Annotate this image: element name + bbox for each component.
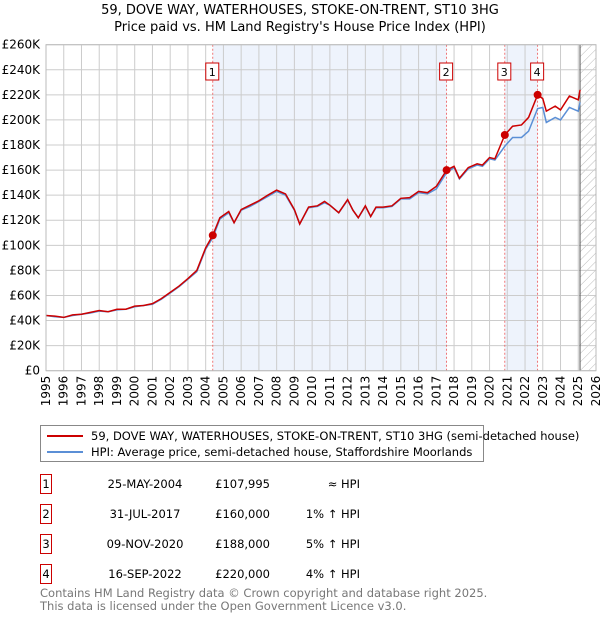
x-tick-label: 2026 xyxy=(589,376,600,407)
x-tick-label: 2007 xyxy=(252,376,266,407)
legend-label: 59, DOVE WAY, WATERHOUSES, STOKE-ON-TREN… xyxy=(91,429,580,443)
x-tick-label: 2012 xyxy=(341,376,355,407)
transaction-date: 25-MAY-2004 xyxy=(107,477,183,491)
transaction-hpi-relation: 5% ↑ HPI xyxy=(305,537,360,551)
x-tick-label: 2002 xyxy=(163,376,177,407)
sale-label-box xyxy=(205,62,220,81)
x-tick-label: 2008 xyxy=(270,376,284,407)
x-tick-label: 2021 xyxy=(500,376,514,407)
x-tick-label: 2010 xyxy=(305,376,319,407)
x-tick-label: 2009 xyxy=(287,376,301,407)
x-tick-label: 2006 xyxy=(234,376,248,407)
transaction-number: 4 xyxy=(40,564,52,584)
y-tick-label: £100K xyxy=(2,238,42,252)
x-tick-label: 2022 xyxy=(518,376,532,407)
x-tick-label: 1998 xyxy=(92,376,106,407)
series-line-property xyxy=(45,89,581,319)
sale-point xyxy=(533,90,542,99)
y-tick-label: £140K xyxy=(2,188,42,202)
x-tick-label: 2015 xyxy=(394,376,408,407)
y-tick-label: £160K xyxy=(2,163,42,177)
transaction-price: £220,000 xyxy=(215,567,270,581)
y-tick-label: £80K xyxy=(9,263,41,277)
y-tick-label: £40K xyxy=(9,314,41,328)
x-tick-label: 2023 xyxy=(536,376,550,407)
legend-label: HPI: Average price, semi-detached house,… xyxy=(91,445,473,459)
transaction-date: 16-SEP-2022 xyxy=(108,567,182,581)
x-tick-label: 2020 xyxy=(483,376,497,407)
transaction-hpi-relation: ≈ HPI xyxy=(327,477,360,491)
legend-item-property: 59, DOVE WAY, WATERHOUSES, STOKE-ON-TREN… xyxy=(47,429,579,443)
x-tick-label: 2003 xyxy=(181,376,195,407)
transaction-number: 3 xyxy=(40,534,52,554)
x-tick-label: 2014 xyxy=(376,376,390,407)
x-tick-label: 1995 xyxy=(39,376,53,407)
x-tick-label: 1996 xyxy=(57,376,71,407)
y-tick-label: £0 xyxy=(25,364,40,378)
x-tick-label: 2005 xyxy=(216,376,230,407)
y-tick-label: £260K xyxy=(2,38,42,52)
sale-label: 2 xyxy=(443,66,450,79)
y-tick-label: £120K xyxy=(2,213,42,227)
y-tick-label: £60K xyxy=(9,288,41,302)
transaction-date: 09-NOV-2020 xyxy=(106,537,184,551)
y-tick-label: £220K xyxy=(2,88,42,102)
y-tick-label: £240K xyxy=(2,63,42,77)
transaction-price: £188,000 xyxy=(215,537,270,551)
y-tick-label: £200K xyxy=(2,113,42,127)
transaction-hpi-relation: 4% ↑ HPI xyxy=(305,567,360,581)
sale-point xyxy=(500,130,509,139)
x-tick-label: 1999 xyxy=(110,376,124,407)
x-tick-label: 2024 xyxy=(554,376,568,407)
transaction-price: £160,000 xyxy=(215,507,270,521)
sale-point xyxy=(442,166,451,175)
shaded-period xyxy=(504,44,538,371)
legend-swatch-property xyxy=(47,435,83,437)
sale-label: 1 xyxy=(209,66,216,79)
sale-point xyxy=(208,231,217,240)
sale-label-box xyxy=(439,62,454,81)
x-tick-label: 2025 xyxy=(571,376,585,407)
x-tick-label: 2017 xyxy=(429,376,443,407)
sale-label-box xyxy=(530,62,545,81)
transaction-price: £107,995 xyxy=(215,477,270,491)
sale-label-box xyxy=(497,62,512,81)
price-chart: 1995 1996 1997 1998 1999 2000 2001 2002 2003 2004… xyxy=(2,38,600,407)
x-tick-label: 2016 xyxy=(412,376,426,407)
x-tick-label: 2011 xyxy=(323,376,337,407)
sale-label: 4 xyxy=(534,66,541,79)
x-tick-label: 1997 xyxy=(74,376,88,407)
chart-title: 59, DOVE WAY, WATERHOUSES, STOKE-ON-TREN… xyxy=(101,3,499,18)
transaction-number: 1 xyxy=(40,474,52,494)
x-tick-label: 2018 xyxy=(447,376,461,407)
legend: 59, DOVE WAY, WATERHOUSES, STOKE-ON-TREN… xyxy=(40,425,579,462)
y-tick-label: £20K xyxy=(9,339,41,353)
x-tick-label: 2013 xyxy=(358,376,372,407)
chart-subtitle: Price paid vs. HM Land Registry's House … xyxy=(114,20,486,35)
legend-swatch-hpi xyxy=(47,451,83,453)
x-tick-label: 2004 xyxy=(199,376,213,407)
x-tick-label: 2000 xyxy=(128,376,142,407)
legend-item-hpi: HPI: Average price, semi-detached house,… xyxy=(47,445,472,459)
plot-border xyxy=(45,44,597,372)
y-tick-label: £180K xyxy=(2,138,42,152)
transaction-number: 2 xyxy=(40,504,52,524)
x-tick-label: 2001 xyxy=(145,376,159,407)
x-tick-label: 2019 xyxy=(465,376,479,407)
footer-line-1: Contains HM Land Registry data © Crown c… xyxy=(40,586,488,600)
footer-line-2: This data is licensed under the Open Gov… xyxy=(40,599,407,613)
forecast-hatch xyxy=(580,44,596,371)
transaction-hpi-relation: 1% ↑ HPI xyxy=(305,507,360,521)
transaction-date: 31-JUL-2017 xyxy=(109,507,181,521)
sale-label: 3 xyxy=(501,66,508,79)
